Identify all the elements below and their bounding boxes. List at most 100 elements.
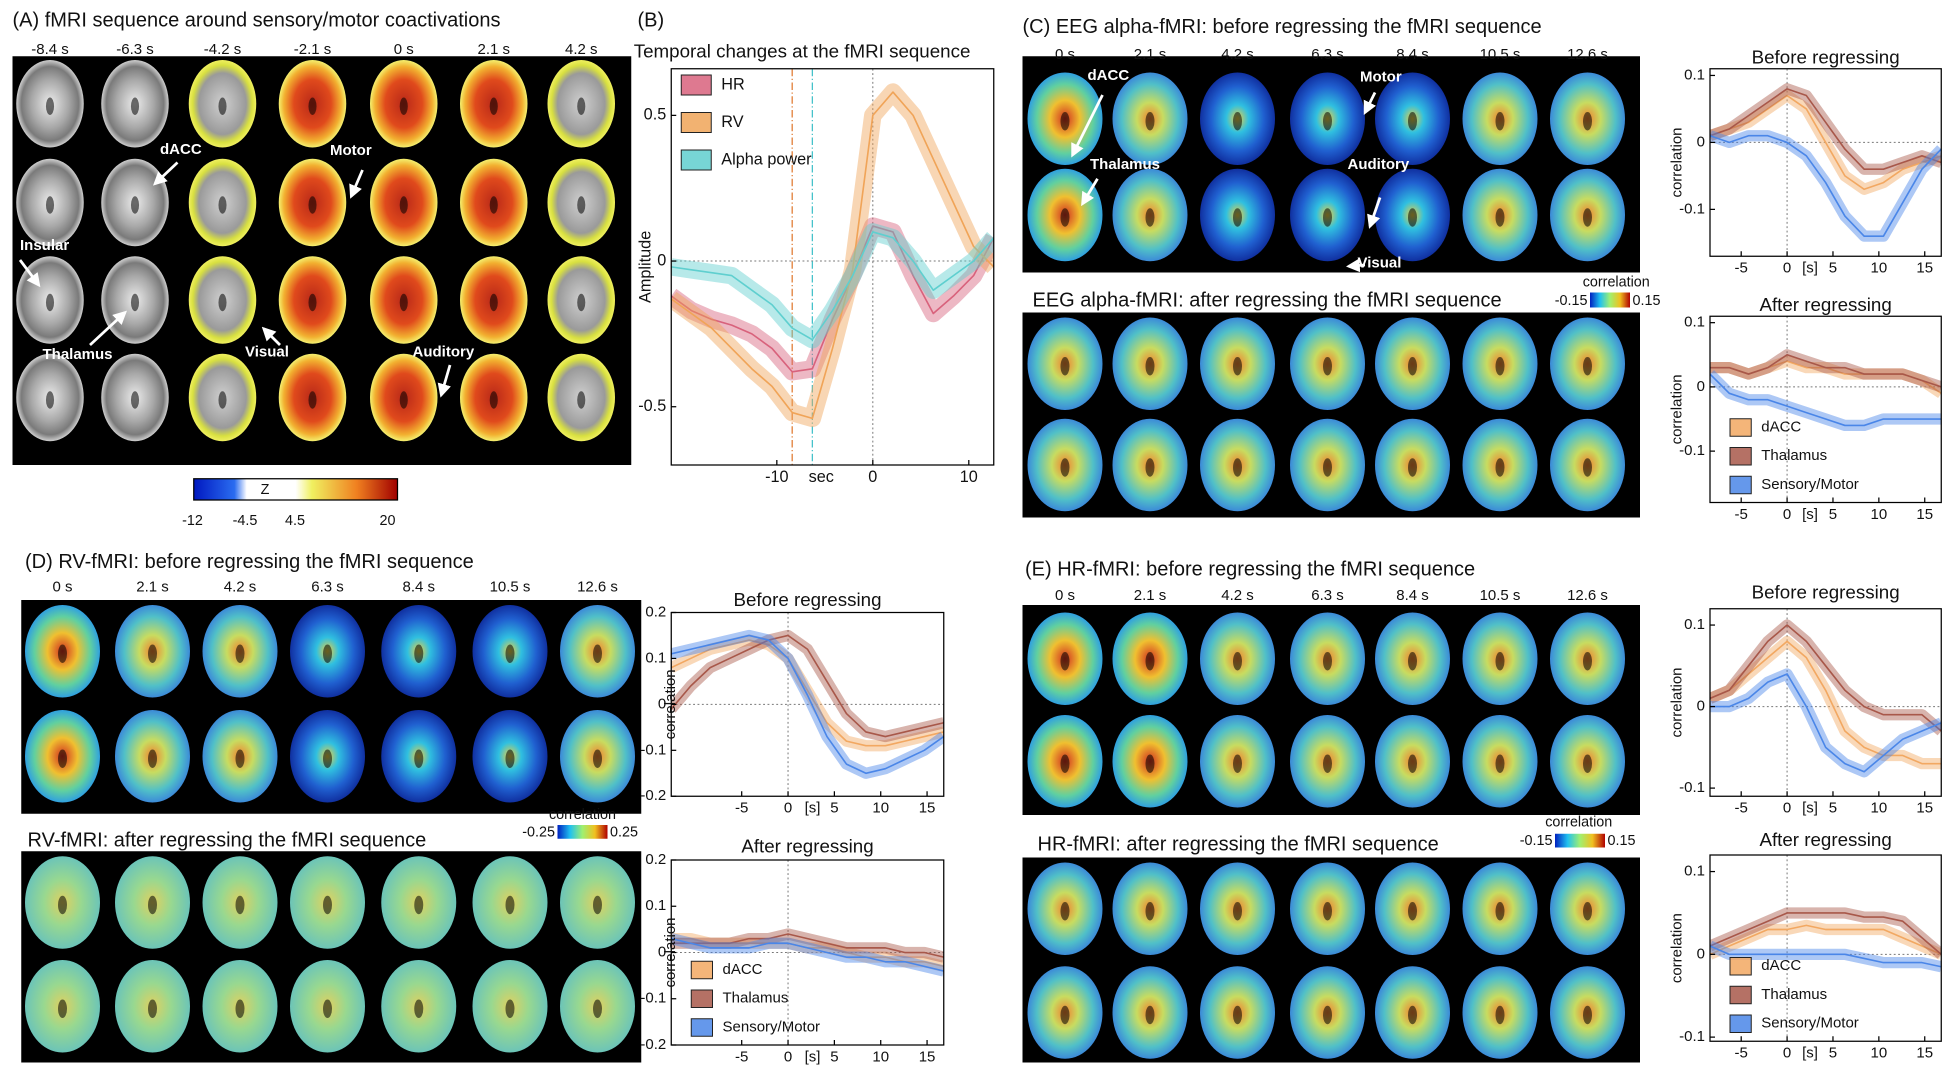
legend-label: Sensory/Motor [1761,1015,1859,1032]
brain-ventricle [1583,1005,1592,1025]
panel-title: (A) fMRI sequence around sensory/motor c… [13,10,501,32]
brain-ventricle [308,391,317,409]
brain-ventricle [235,895,245,915]
x-tick-label: -5 [735,1048,748,1065]
x-axis-label: [s] [805,800,821,817]
x-tick-label: -5 [1735,1045,1748,1062]
time-label: 2.1 s [477,41,510,58]
chart-title: Before regressing [1752,582,1900,603]
arrow [89,310,128,347]
brain-ventricle [1408,1005,1417,1025]
y-tick-label: -0.1 [1679,442,1705,459]
chart-title: After regressing [1759,829,1891,850]
brain-ventricle [323,749,333,768]
arrow [349,169,364,199]
series-line [1709,624,1942,732]
brain-ventricle [1495,651,1505,671]
region-label: Thalamus [43,346,113,363]
brain-ventricle [1145,651,1155,671]
x-tick-label: -5 [735,800,748,817]
brain-ventricle [1495,1005,1505,1025]
time-label: 0 s [52,578,72,595]
brain-ventricle [1145,1005,1155,1025]
panel-title: EEG alpha-fMRI: after regressing the fMR… [1033,290,1502,312]
plot [1709,608,1942,797]
legend-swatch [680,74,712,96]
x-tick-label: 0 [1783,260,1791,277]
brain-ventricle [1233,754,1242,773]
x-tick-label: 5 [1829,260,1837,277]
y-tick-label: -0.2 [640,1036,666,1053]
series-line [671,225,994,373]
brain-ventricle [130,293,140,312]
brain-ventricle [505,644,515,663]
legend-swatch [1729,985,1752,1005]
brain-ventricle [593,644,602,663]
brain-ventricle [45,391,55,409]
y-tick-label: 0.1 [1684,863,1705,880]
time-label: -6.3 s [116,41,154,58]
x-tick-label: -5 [1735,800,1748,817]
brain-ventricle [593,749,602,768]
x-tick-label: 10 [1871,506,1888,523]
brain-ventricle [1060,651,1070,671]
time-label: 2.1 s [136,578,169,595]
y-tick-label: -0.1 [1679,779,1705,796]
colorbar [193,478,399,501]
plot-area [1710,316,1942,503]
series-line [1709,640,1942,765]
series-line [1709,373,1942,427]
brain-ventricle [323,895,333,915]
arrow [153,161,179,186]
y-axis-label: correlation [662,917,679,987]
time-label: 6.3 s [311,578,344,595]
x-axis-label: [s] [805,1048,821,1065]
x-tick-label: 0 [1783,800,1791,817]
brain-ventricle [489,196,498,214]
legend-label: Thalamus [1761,986,1827,1003]
brain-ventricle [489,391,498,409]
brain-ventricle [1583,901,1592,921]
legend-swatch [690,989,714,1008]
x-tick-label: 5 [830,800,838,817]
brain-ventricle [235,999,245,1018]
x-tick-label: 15 [1916,800,1933,817]
plot [1709,68,1942,257]
brain-ventricle [1495,901,1505,921]
y-axis-label: Amplitude [637,231,655,303]
panel-title: HR-fMRI: after regressing the fMRI seque… [1038,833,1439,855]
legend-swatch [1729,956,1752,976]
y-axis-label: correlation [1668,374,1685,444]
colorbar-tick: -4.5 [233,513,258,529]
brain-ventricle [130,391,140,409]
brain-ventricle [593,999,602,1018]
colorbar-tick: 0.25 [610,824,638,840]
colorbar-tick: 0.15 [1608,833,1636,849]
brain-ventricle [1323,458,1332,477]
brain-ventricle [235,749,245,768]
series-line [1709,94,1942,191]
brain-ventricle [1495,208,1505,227]
x-tick-label: 10 [872,800,889,817]
brain-ventricle [1583,458,1592,477]
brain-ventricle [505,999,515,1018]
brain-ventricle [1583,208,1592,227]
y-tick-label: 0 [1697,945,1705,962]
brain-ventricle [1233,357,1242,376]
brain-ventricle [148,644,158,663]
panel-title: RV-fMRI: after regressing the fMRI seque… [28,830,427,852]
plot-area [1710,608,1942,797]
time-label: 6.3 s [1311,46,1344,63]
chart-title: Temporal changes at the fMRI sequence [634,40,971,61]
y-tick-label: 0.1 [1684,616,1705,633]
series-line [671,634,944,738]
brain-ventricle [414,644,424,663]
x-tick-label: 0 [784,1048,792,1065]
region-label: Visual [245,343,289,360]
x-tick-label: 15 [919,800,936,817]
brain-ventricle [414,749,424,768]
legend-label: Alpha power [721,150,812,168]
brain-ventricle [1233,208,1242,227]
y-tick-label: 0.2 [645,603,666,620]
brain-ventricle [1583,754,1592,773]
